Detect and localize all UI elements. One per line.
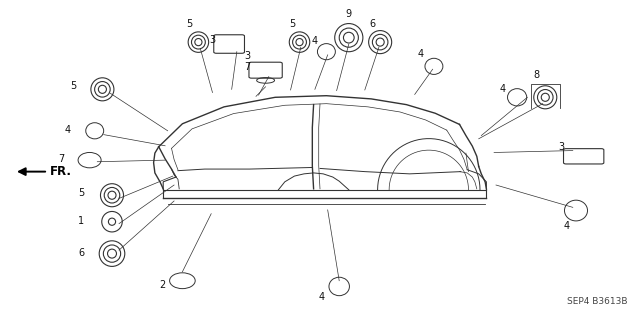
Text: 4: 4 bbox=[311, 36, 317, 47]
Text: 5: 5 bbox=[70, 81, 77, 91]
Text: 4: 4 bbox=[564, 221, 570, 231]
Text: 4: 4 bbox=[417, 49, 424, 59]
Text: 4: 4 bbox=[319, 292, 325, 302]
Text: 5: 5 bbox=[186, 19, 193, 29]
Text: 4: 4 bbox=[64, 125, 70, 135]
Text: 4: 4 bbox=[499, 84, 506, 94]
Text: 3: 3 bbox=[558, 142, 564, 152]
Text: SEP4 B3613B: SEP4 B3613B bbox=[566, 297, 627, 306]
Text: 3: 3 bbox=[244, 51, 251, 61]
Text: 2: 2 bbox=[159, 279, 165, 290]
Text: 9: 9 bbox=[346, 9, 352, 19]
Text: 1: 1 bbox=[78, 216, 84, 226]
Text: 5: 5 bbox=[289, 19, 295, 29]
Text: 7: 7 bbox=[58, 154, 64, 164]
Text: FR.: FR. bbox=[50, 165, 72, 178]
Text: 5: 5 bbox=[78, 188, 84, 198]
Text: 7: 7 bbox=[244, 62, 251, 72]
Text: 3: 3 bbox=[209, 35, 215, 45]
Text: 8: 8 bbox=[533, 70, 540, 80]
Text: 6: 6 bbox=[369, 19, 376, 29]
Text: 6: 6 bbox=[78, 248, 84, 258]
